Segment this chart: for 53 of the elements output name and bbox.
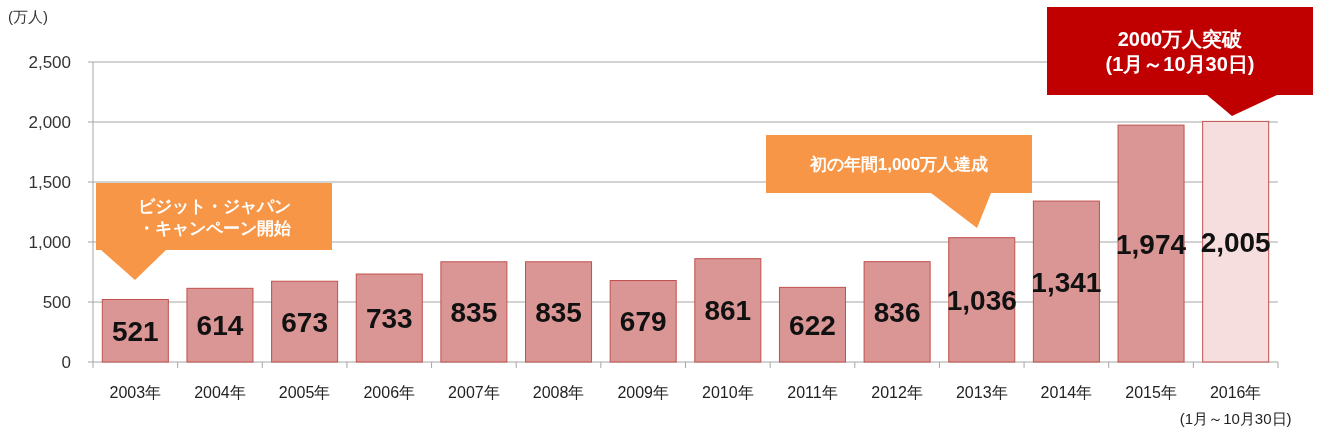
x-tick-label: 2010年 — [702, 384, 754, 401]
x-tick-label: 2011年 — [787, 384, 838, 401]
callout: 2000万人突破(1月～10月30日) — [1047, 7, 1313, 116]
data-label: 1,974 — [1116, 228, 1187, 260]
bar — [525, 261, 593, 363]
x-tick-label: 2009年 — [617, 384, 669, 401]
x-tick-label: 2014年 — [1040, 384, 1093, 401]
annotation: 2000万人突破(1月～10月30日) — [1105, 28, 1255, 76]
callout: 初の年間1,000万人達成 — [766, 135, 1032, 228]
x-tick-label: 2013年 — [955, 384, 1008, 401]
data-label: 521 — [111, 315, 159, 347]
x-tick-label: 2006年 — [363, 384, 416, 401]
y-tick-label: 1,500 — [28, 173, 71, 192]
y-tick-label: 500 — [42, 293, 71, 312]
data-label: 622 — [789, 309, 836, 341]
x-tick-label: 2003年 — [109, 384, 162, 401]
bar — [271, 280, 339, 363]
data-label: 679 — [619, 306, 667, 338]
bar — [948, 237, 1016, 363]
x-tick-label: 2008年 — [532, 384, 585, 401]
data-label: 1,036 — [946, 284, 1017, 316]
data-label: 1,341 — [1031, 266, 1102, 298]
bar — [355, 273, 423, 363]
bar — [1202, 120, 1270, 363]
annotation: ビジット・ジャパン・キャンペーン開始 — [137, 197, 292, 238]
data-label: 861 — [704, 295, 752, 327]
y-tick-label: 0 — [61, 353, 71, 372]
x-tick-label: 2015年 — [1125, 384, 1177, 401]
bar — [863, 261, 931, 363]
y-tick-label: 2,500 — [28, 53, 71, 72]
data-label: 836 — [873, 296, 921, 328]
x-tick-label: 2007年 — [448, 384, 500, 401]
x-tick-label: 2016年 (1月～10月30日) — [1179, 384, 1292, 427]
x-tick-label: 2012年 — [871, 384, 923, 401]
bar — [186, 287, 254, 363]
data-label: 835 — [450, 296, 498, 328]
annotation: 初の年間1,000万人達成 — [808, 155, 989, 175]
y-tick-label: 1,000 — [28, 233, 71, 252]
x-tick-label: 2005年 — [278, 384, 331, 401]
data-label: 673 — [281, 306, 328, 338]
data-label: 733 — [365, 303, 413, 335]
bar — [694, 258, 762, 363]
bar — [1032, 200, 1100, 363]
callout: ビジット・ジャパン・キャンペーン開始 — [96, 183, 332, 280]
x-tick-label: 2004年 — [194, 384, 246, 401]
y-tick-label: 2,000 — [28, 113, 71, 132]
data-label: 2,005 — [1200, 226, 1271, 258]
data-label: 835 — [535, 296, 582, 328]
data-label: 614 — [196, 310, 244, 342]
y-axis-title: (万人) — [8, 8, 48, 25]
bar — [609, 280, 677, 363]
bar — [440, 261, 508, 363]
bar — [1117, 124, 1185, 363]
